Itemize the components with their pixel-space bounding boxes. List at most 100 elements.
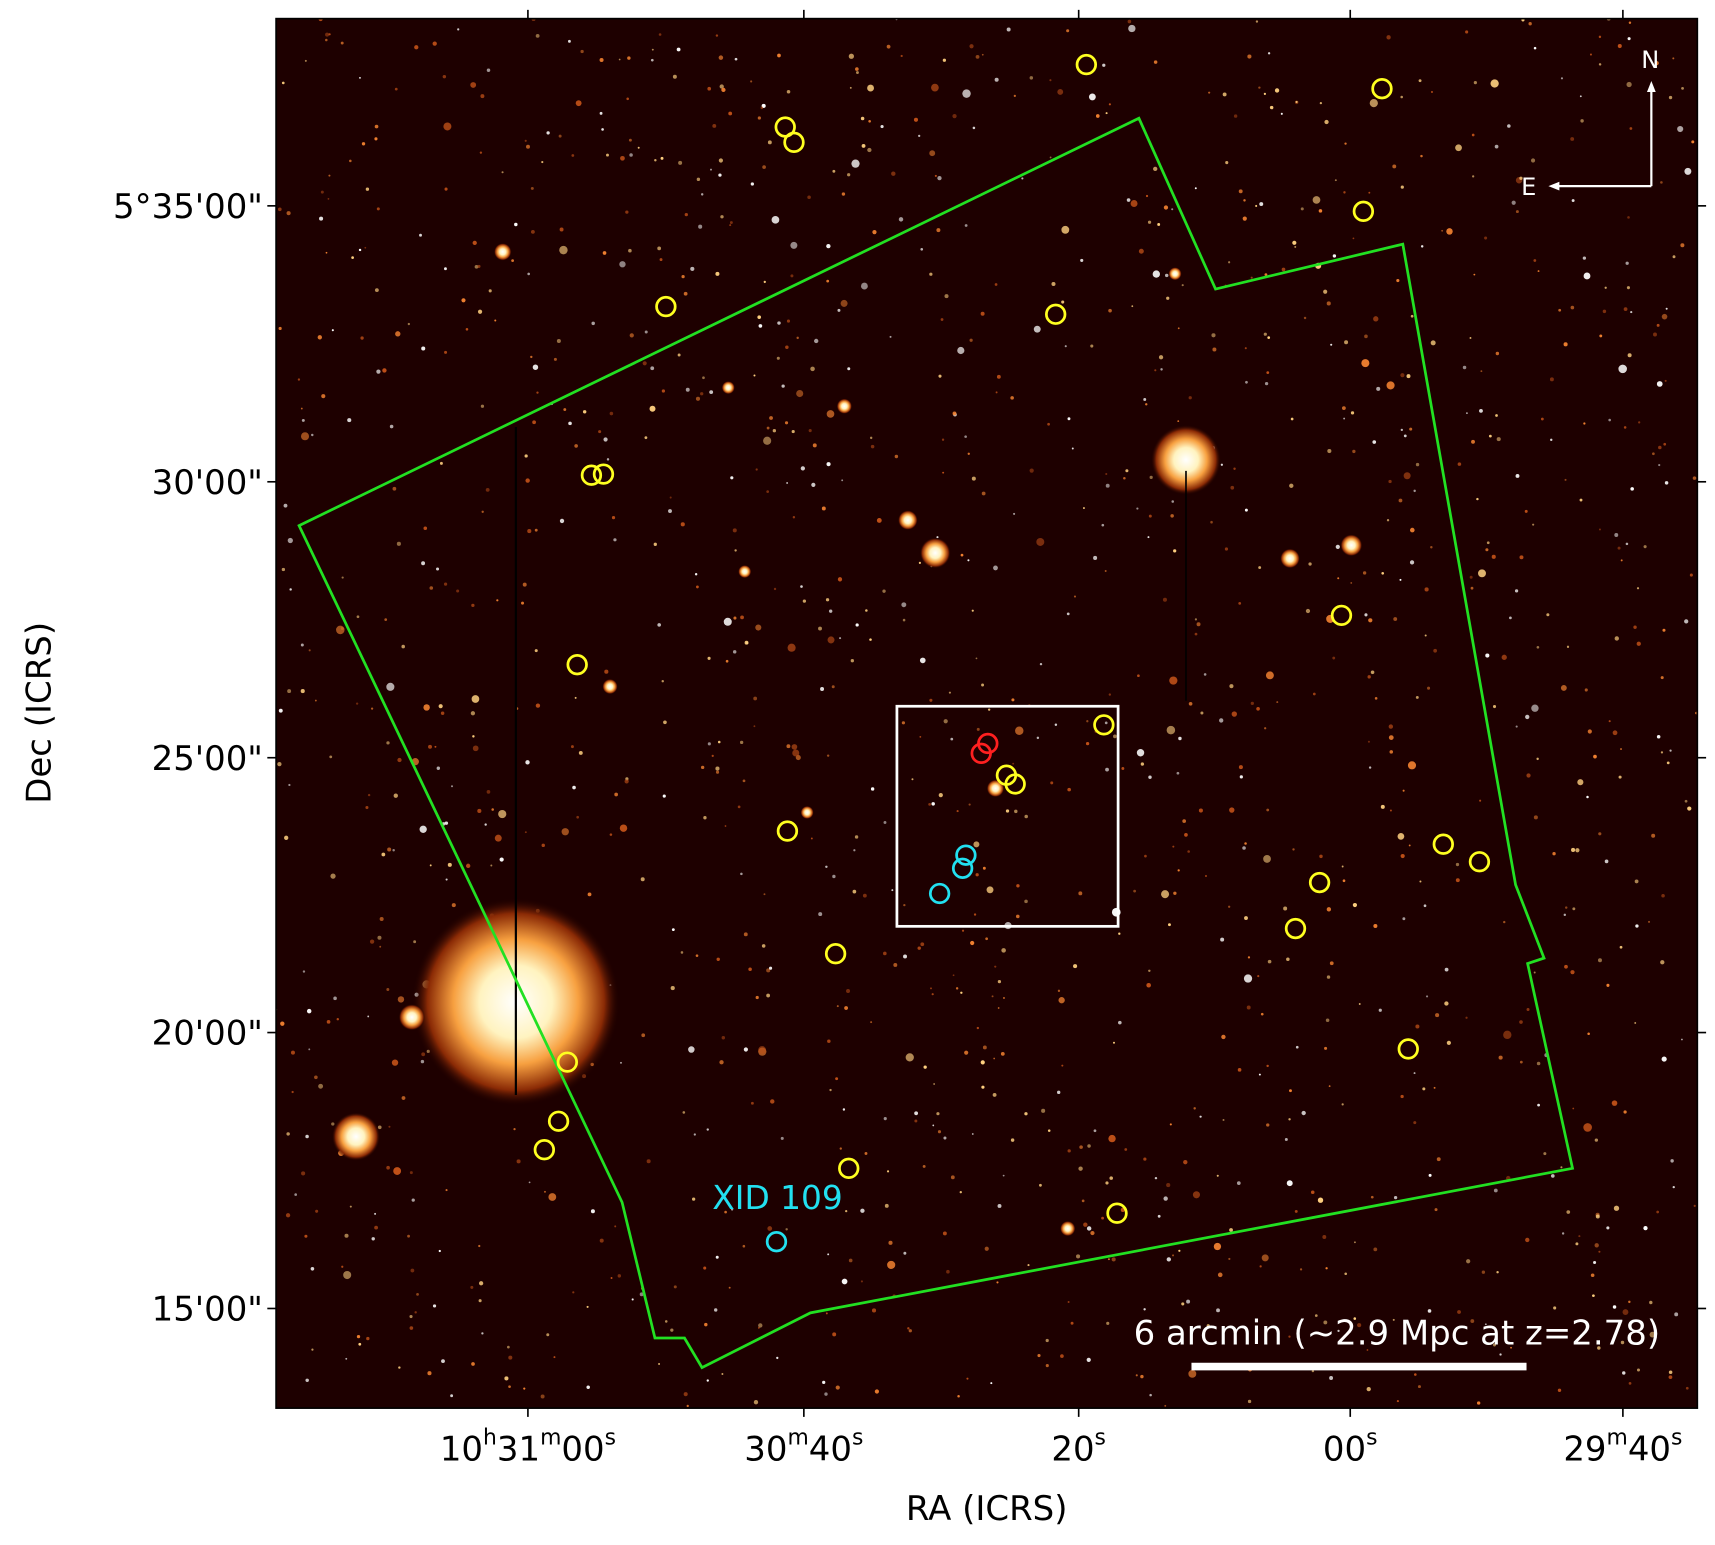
star <box>568 421 572 426</box>
x-tick-label: 30m40s <box>744 1425 863 1469</box>
star <box>960 991 963 994</box>
star <box>660 156 664 160</box>
star <box>820 687 825 691</box>
star <box>351 256 354 259</box>
star <box>286 211 291 216</box>
star <box>898 217 904 222</box>
star <box>1027 1264 1030 1267</box>
star <box>869 638 872 641</box>
star <box>1386 519 1390 522</box>
star <box>671 928 675 932</box>
star <box>1614 636 1619 641</box>
star <box>1245 380 1248 384</box>
star <box>1492 704 1497 709</box>
star <box>1564 964 1568 969</box>
star <box>1145 403 1148 406</box>
star <box>413 940 417 944</box>
star <box>883 821 887 824</box>
star <box>657 246 662 251</box>
star <box>981 1085 985 1089</box>
star <box>1656 381 1663 387</box>
star <box>886 44 891 49</box>
star <box>349 159 352 163</box>
star <box>1583 422 1586 425</box>
star <box>619 824 628 832</box>
bright-star <box>398 1004 425 1031</box>
star <box>457 28 460 31</box>
star <box>1563 913 1566 917</box>
star <box>827 636 835 644</box>
star <box>1618 364 1627 374</box>
star <box>410 1268 415 1273</box>
star <box>658 33 662 36</box>
star <box>377 1125 382 1130</box>
yellow-source <box>1432 833 1454 855</box>
star <box>917 946 921 950</box>
star <box>300 407 303 410</box>
yellow-source <box>1045 303 1067 325</box>
star <box>839 637 842 640</box>
star <box>1166 725 1176 735</box>
star <box>1308 562 1312 566</box>
star <box>808 429 812 433</box>
star <box>1519 176 1523 180</box>
star <box>1691 140 1695 144</box>
star <box>826 279 830 283</box>
star <box>438 704 443 709</box>
star <box>1243 974 1253 983</box>
scale-bar-label: 6 arcmin (~2.9 Mpc at z=2.78) <box>1134 1314 1660 1354</box>
star <box>1649 1331 1656 1338</box>
star <box>825 865 828 869</box>
star <box>769 966 773 970</box>
star <box>1264 273 1268 277</box>
star <box>1626 81 1632 88</box>
star <box>787 643 796 652</box>
star <box>847 173 851 177</box>
star <box>1469 337 1472 339</box>
star <box>1519 555 1524 560</box>
star <box>1598 35 1602 39</box>
star <box>548 1193 557 1201</box>
star <box>1013 94 1016 98</box>
star <box>377 935 382 940</box>
star <box>317 335 322 340</box>
star <box>1473 81 1477 85</box>
star <box>345 1357 348 1360</box>
star <box>670 986 675 991</box>
star <box>525 760 530 765</box>
star <box>1113 1041 1115 1044</box>
star <box>301 1171 306 1176</box>
star <box>760 106 764 110</box>
star <box>626 97 629 101</box>
star <box>683 1392 688 1397</box>
star <box>1054 723 1058 726</box>
star <box>1267 959 1272 964</box>
star <box>1247 1399 1252 1404</box>
star <box>1578 1235 1581 1238</box>
star <box>1136 507 1139 510</box>
star <box>599 1238 604 1243</box>
star <box>678 160 683 165</box>
star <box>291 1090 294 1094</box>
star <box>1015 726 1024 735</box>
star <box>1153 166 1158 172</box>
star <box>281 567 286 572</box>
star <box>767 1226 773 1231</box>
star <box>942 1231 947 1236</box>
star <box>791 744 798 750</box>
bright-star <box>986 779 1005 798</box>
star <box>903 1251 907 1255</box>
star <box>1528 22 1532 26</box>
star <box>395 331 401 337</box>
star <box>391 1059 399 1066</box>
star <box>1263 92 1266 95</box>
star <box>1319 854 1323 859</box>
star <box>1620 559 1623 562</box>
star <box>374 124 379 129</box>
star <box>300 432 310 441</box>
star <box>1403 472 1411 480</box>
star <box>1286 957 1290 962</box>
star <box>419 825 427 833</box>
star <box>1422 1087 1426 1091</box>
star <box>1193 1107 1196 1110</box>
